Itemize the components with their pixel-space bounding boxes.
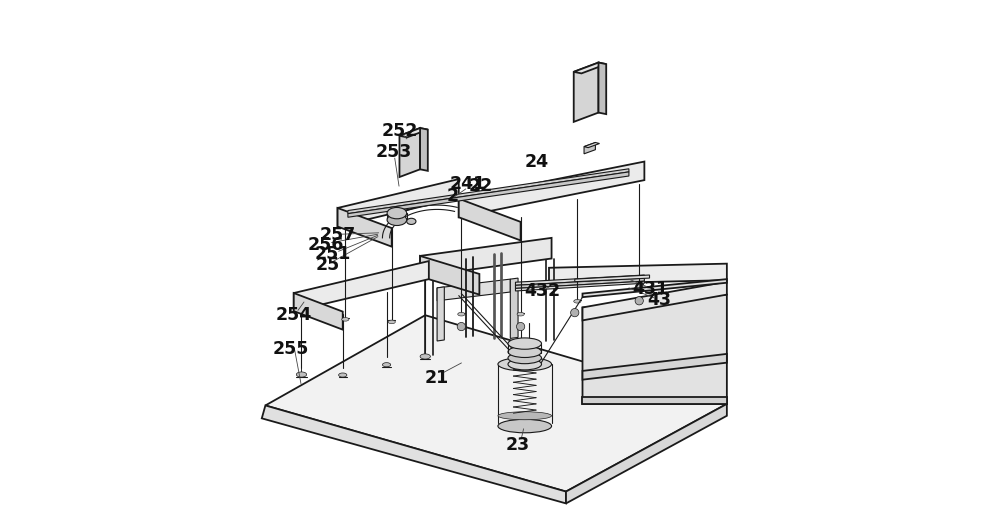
Polygon shape — [574, 63, 598, 122]
Polygon shape — [582, 354, 727, 379]
Polygon shape — [574, 63, 606, 73]
Ellipse shape — [387, 214, 407, 225]
Ellipse shape — [296, 372, 307, 377]
Polygon shape — [338, 179, 459, 226]
Ellipse shape — [498, 357, 552, 371]
Ellipse shape — [498, 412, 552, 420]
Polygon shape — [582, 282, 727, 321]
Polygon shape — [294, 293, 343, 330]
Polygon shape — [515, 275, 644, 285]
Polygon shape — [348, 172, 629, 217]
Polygon shape — [566, 404, 727, 504]
Text: 255: 255 — [273, 340, 309, 358]
Text: 2: 2 — [447, 187, 459, 205]
Polygon shape — [515, 278, 644, 288]
Text: 431: 431 — [632, 280, 669, 298]
Text: 253: 253 — [375, 143, 411, 161]
Polygon shape — [515, 281, 644, 291]
Polygon shape — [399, 128, 420, 177]
Ellipse shape — [458, 312, 465, 316]
Circle shape — [516, 323, 525, 331]
Ellipse shape — [387, 207, 407, 219]
Polygon shape — [598, 63, 606, 114]
Ellipse shape — [636, 284, 643, 287]
Polygon shape — [459, 162, 644, 217]
Text: 256: 256 — [308, 236, 344, 253]
Text: 23: 23 — [506, 436, 530, 454]
Polygon shape — [575, 275, 650, 282]
Ellipse shape — [339, 373, 347, 377]
Polygon shape — [549, 264, 727, 284]
Ellipse shape — [407, 218, 416, 224]
Text: 252: 252 — [382, 121, 418, 140]
Polygon shape — [582, 279, 727, 297]
Polygon shape — [262, 405, 566, 504]
Polygon shape — [582, 397, 727, 404]
Ellipse shape — [342, 317, 349, 321]
Circle shape — [571, 309, 579, 317]
Ellipse shape — [508, 358, 542, 370]
Ellipse shape — [574, 299, 581, 303]
Polygon shape — [437, 287, 444, 341]
Polygon shape — [510, 278, 518, 339]
Ellipse shape — [388, 320, 395, 324]
Text: 22: 22 — [469, 177, 493, 195]
Polygon shape — [420, 256, 479, 295]
Polygon shape — [348, 169, 629, 214]
Ellipse shape — [498, 419, 552, 433]
Polygon shape — [584, 143, 600, 148]
Polygon shape — [420, 128, 428, 171]
Polygon shape — [459, 199, 521, 240]
Text: 241: 241 — [449, 175, 486, 193]
Polygon shape — [420, 238, 552, 277]
Text: 251: 251 — [314, 246, 351, 263]
Polygon shape — [437, 279, 510, 301]
Polygon shape — [265, 315, 727, 492]
Ellipse shape — [508, 346, 542, 357]
Text: 25: 25 — [316, 256, 340, 273]
Polygon shape — [399, 128, 428, 138]
Ellipse shape — [382, 362, 391, 367]
Text: 43: 43 — [647, 291, 671, 309]
Ellipse shape — [508, 353, 542, 363]
Ellipse shape — [517, 312, 524, 316]
Polygon shape — [584, 143, 595, 154]
Text: 257: 257 — [319, 226, 356, 245]
Text: 24: 24 — [525, 153, 549, 171]
Circle shape — [457, 323, 465, 331]
Polygon shape — [338, 208, 392, 247]
Ellipse shape — [420, 354, 430, 359]
Ellipse shape — [508, 338, 542, 349]
Text: 432: 432 — [525, 282, 561, 300]
Text: 21: 21 — [425, 369, 449, 387]
Polygon shape — [294, 261, 429, 311]
Circle shape — [635, 297, 643, 305]
Polygon shape — [582, 295, 727, 404]
Text: 254: 254 — [276, 306, 312, 324]
